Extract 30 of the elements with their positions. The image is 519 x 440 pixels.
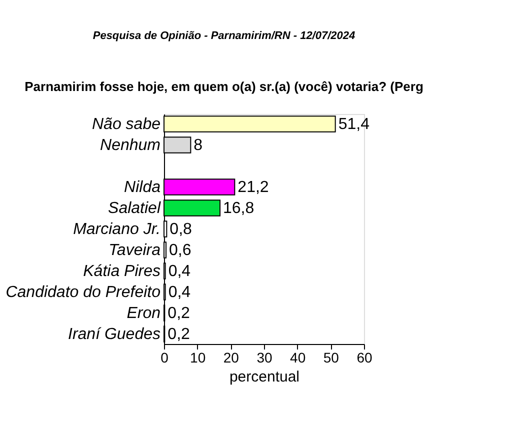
y-tick-label: Marciano Jr. bbox=[73, 221, 160, 238]
data-label: 8 bbox=[194, 136, 203, 154]
y-tick-label: Nenhum bbox=[100, 136, 160, 154]
data-label: 51,4 bbox=[338, 116, 370, 133]
x-tick-label: 10 bbox=[190, 350, 206, 366]
x-tick-label: 50 bbox=[323, 350, 340, 366]
data-label: 0,4 bbox=[168, 284, 191, 302]
y-tick-label: Não sabe bbox=[92, 116, 161, 133]
y-tick-label: Iraní Guedes bbox=[68, 326, 160, 344]
data-label: 21,2 bbox=[238, 178, 269, 196]
y-tick-label: Salatiel bbox=[108, 200, 161, 217]
data-label: 0,4 bbox=[168, 263, 191, 280]
chart-subtitle: Parnamirim fosse hoje, em quem o(a) sr.(a) (você) votaria? (Perg bbox=[24, 79, 424, 94]
x-tick-label: 0 bbox=[160, 350, 169, 366]
x-tick-label: 60 bbox=[356, 350, 372, 366]
data-label: 0,2 bbox=[168, 305, 190, 322]
y-tick-label: Candidato do Prefeito bbox=[6, 284, 161, 302]
y-tick-label: Taveira bbox=[108, 242, 161, 260]
data-label: 0,6 bbox=[169, 242, 192, 260]
data-label: 0,2 bbox=[168, 326, 190, 344]
y-tick-label: Nilda bbox=[124, 178, 161, 196]
y-tick-label: Eron bbox=[126, 305, 161, 322]
y-tick-label: Kátia Pires bbox=[83, 263, 160, 280]
x-tick-label: 40 bbox=[290, 350, 306, 366]
data-label: 0,8 bbox=[170, 221, 192, 238]
x-tick-label: 30 bbox=[256, 350, 272, 366]
data-label: 16,8 bbox=[223, 200, 254, 217]
x-axis-title: percentual bbox=[229, 368, 300, 386]
x-tick-label: 20 bbox=[223, 350, 240, 366]
chart-title: Pesquisa de Opinião - Parnamirim/RN - 12/07/2024 bbox=[92, 30, 356, 42]
